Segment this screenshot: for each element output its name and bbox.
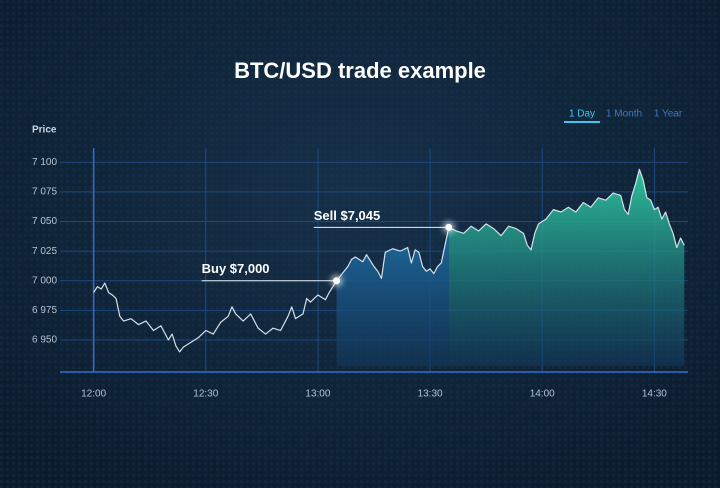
y-tick-label: 7 000	[32, 275, 57, 286]
trade-marker	[445, 223, 453, 231]
range-tab[interactable]: 1 Month	[606, 109, 642, 120]
y-tick-label: 6 950	[32, 335, 57, 346]
y-tick-label: 6 975	[32, 305, 57, 316]
x-tick-label: 13:00	[305, 389, 330, 400]
x-tick-label: 14:00	[530, 389, 555, 400]
annotation-label: Buy $7,000	[202, 261, 270, 276]
trade-marker	[333, 277, 341, 285]
y-tick-label: 7 050	[32, 216, 57, 227]
y-tick-label: 7 025	[32, 246, 57, 257]
range-tab[interactable]: 1 Year	[654, 109, 683, 120]
area	[448, 169, 685, 366]
range-tab[interactable]: 1 Day	[569, 109, 595, 120]
y-axis-label: Price	[32, 125, 57, 136]
price-line	[93, 168, 685, 353]
x-tick-label: 13:30	[418, 389, 443, 400]
annotation-label: Sell $7,045	[314, 208, 381, 223]
x-tick-label: 12:30	[193, 389, 218, 400]
active-tab-underline	[564, 121, 600, 123]
y-tick-label: 7 100	[32, 157, 57, 168]
x-tick-label: 14:30	[642, 389, 667, 400]
y-tick-label: 7 075	[32, 186, 57, 197]
x-tick-label: 12:00	[81, 389, 106, 400]
chart-title: BTC/USD trade example	[234, 58, 486, 83]
area	[336, 227, 449, 366]
